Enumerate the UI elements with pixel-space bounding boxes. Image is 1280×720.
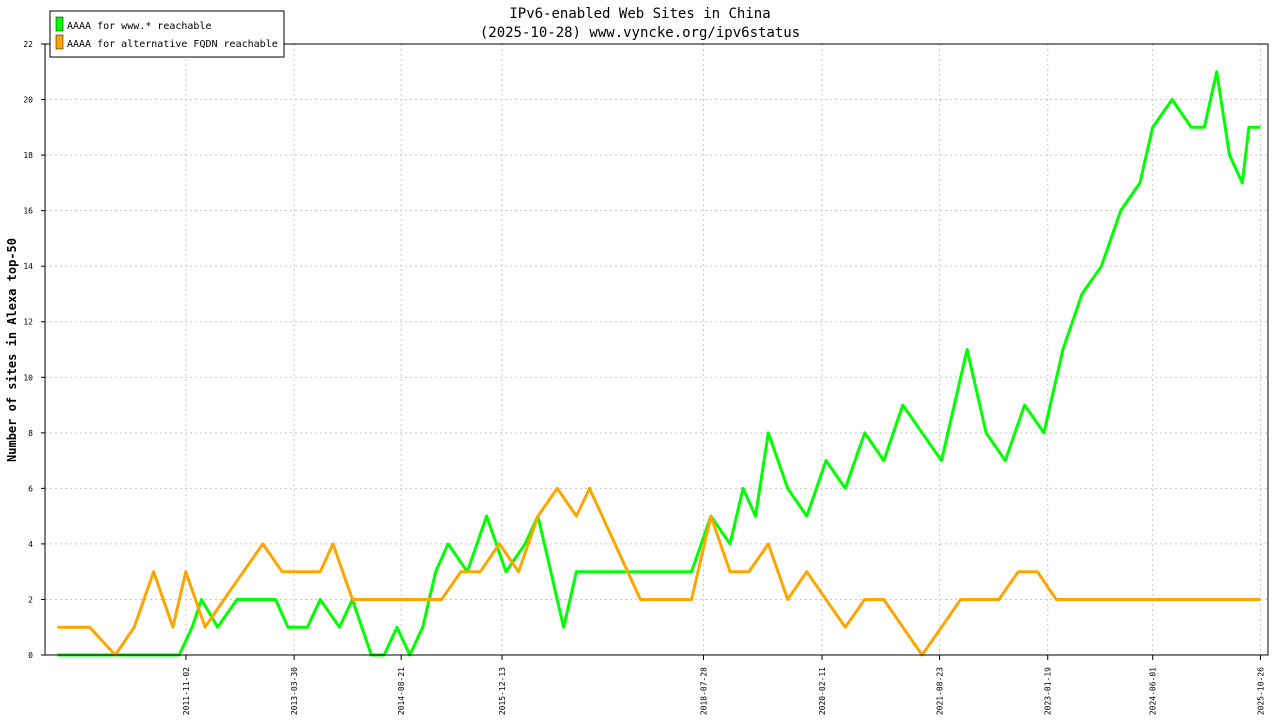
legend-label-alt-fqdn: AAAA for alternative FQDN reachable [67, 39, 278, 50]
y-tick-label: 8 [28, 429, 33, 438]
series-line-www [57, 70, 1261, 657]
legend-swatch-alt-fqdn [55, 34, 64, 50]
legend: AAAA for www.* reachable AAAA for altern… [49, 10, 285, 58]
y-tick-label: 12 [23, 318, 33, 327]
y-tick-label: 6 [28, 484, 33, 493]
chart-subtitle: (2025-10-28) www.vyncke.org/ipv6status [480, 25, 800, 41]
y-tick-label: 14 [23, 262, 33, 271]
x-tick-label: 2014-08-21 [397, 667, 406, 715]
x-tick-label: 2015-12-13 [498, 667, 507, 715]
y-tick-label: 20 [23, 96, 33, 105]
series-layer [57, 70, 1261, 657]
plot-frame [44, 43, 1269, 656]
y-tick-label: 18 [23, 151, 33, 160]
y-tick-label: 16 [23, 207, 33, 216]
x-tick-label: 2013-03-30 [290, 667, 299, 715]
x-tick-label: 2025-10-26 [1256, 667, 1265, 715]
x-tick-label: 2023-01-19 [1044, 667, 1053, 715]
y-tick-label: 22 [23, 40, 33, 49]
x-tick-label: 2021-08-23 [936, 667, 945, 715]
legend-box [49, 10, 285, 58]
x-tick-label: 2020-02-11 [818, 667, 827, 715]
x-tick-label: 2018-07-28 [700, 667, 709, 715]
y-tick-label: 2 [28, 595, 33, 604]
grid-layer [45, 44, 1268, 655]
series-line-alt-fqdn [57, 486, 1261, 657]
x-tick-label: 2011-11-02 [182, 667, 191, 715]
y-tick-label: 4 [28, 540, 33, 549]
y-tick-label: 0 [28, 651, 33, 660]
x-tick-label: 2024-06-01 [1149, 667, 1158, 715]
axis-layer: 0 2 4 6 8 10 12 14 16 18 20 22 2011-11-02 2013-03-30 2… [23, 40, 1269, 715]
y-tick-label: 10 [23, 373, 33, 382]
y-axis-label: Number of sites in Alexa top-50 [5, 238, 19, 462]
legend-swatch-www [55, 16, 64, 32]
legend-label-www: AAAA for www.* reachable [67, 21, 212, 32]
chart-title: IPv6-enabled Web Sites in China [509, 6, 770, 22]
